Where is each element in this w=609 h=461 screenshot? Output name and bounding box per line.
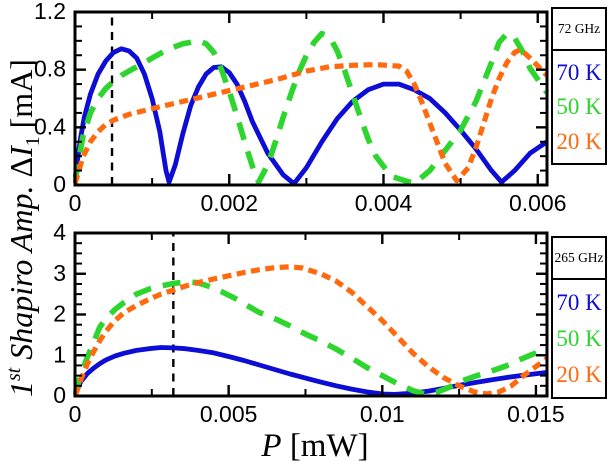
y-axis-title-number: 1	[2, 380, 39, 397]
panel-frame	[73, 231, 549, 398]
y-tick-label: 0.4	[34, 113, 66, 139]
y-tick-label: 0.8	[34, 56, 66, 82]
power-symbol: P	[261, 428, 282, 461]
legend-entry-20k: 20 K	[556, 362, 602, 388]
x-tick-label: 0.01	[360, 401, 405, 427]
legend-entries-bottom: 70 K 50 K 20 K	[553, 280, 605, 397]
curve-20k	[73, 46, 549, 185]
x-axis-units: [mW]	[281, 428, 369, 461]
curve-50k	[73, 279, 549, 397]
x-axis-title: P [mW]	[261, 428, 368, 461]
y-axis-title: 1st Shapiro Amp. ΔI1 [mA]	[3, 59, 45, 397]
y-axis-units: [mA]	[2, 59, 39, 137]
legend-frequency-label-bottom: 265 GHz	[553, 238, 605, 280]
current-symbol: I	[2, 146, 39, 157]
x-tick-label: 0.005	[200, 401, 258, 427]
x-tick-label: 0	[69, 190, 82, 216]
x-tick-label: 0	[69, 401, 82, 427]
legend-entry-50k: 50 K	[556, 94, 602, 120]
current-subscript: 1	[22, 136, 45, 147]
x-tick-label: 0.002	[200, 190, 258, 216]
legend-frequency-label-top: 72 GHz	[553, 9, 605, 51]
y-tick-label: 1.2	[34, 0, 66, 24]
x-tick-label: 0.004	[355, 190, 413, 216]
y-axis-title-ordinal: st	[3, 367, 26, 381]
legend-entry-70k: 70 K	[556, 59, 602, 85]
delta-symbol: Δ	[2, 156, 39, 178]
legend-entry-20k: 20 K	[556, 129, 602, 155]
legend-265ghz: 265 GHz 70 K 50 K 20 K	[551, 236, 607, 399]
y-tick-label: 0	[53, 382, 66, 408]
curve-20k	[73, 264, 549, 397]
curve-70k	[73, 46, 549, 187]
legend-72ghz: 72 GHz 70 K 50 K 20 K	[551, 7, 607, 165]
legend-entry-50k: 50 K	[556, 325, 602, 351]
y-tick-label: 1	[53, 341, 66, 367]
y-tick-label: 2	[53, 301, 66, 327]
x-tick-label: 0.006	[509, 190, 567, 216]
curve-70k	[73, 345, 548, 397]
panel-frame	[73, 10, 549, 187]
y-tick-label: 4	[53, 219, 66, 245]
y-tick-label: 0	[53, 171, 66, 197]
y-tick-label: 3	[53, 260, 66, 286]
legend-entry-70k: 70 K	[556, 289, 602, 315]
y-axis-title-main: Shapiro Amp.	[2, 177, 39, 368]
legend-entries-top: 70 K 50 K 20 K	[553, 51, 605, 163]
curve-50k	[73, 30, 549, 187]
x-tick-label: 0.015	[507, 401, 565, 427]
